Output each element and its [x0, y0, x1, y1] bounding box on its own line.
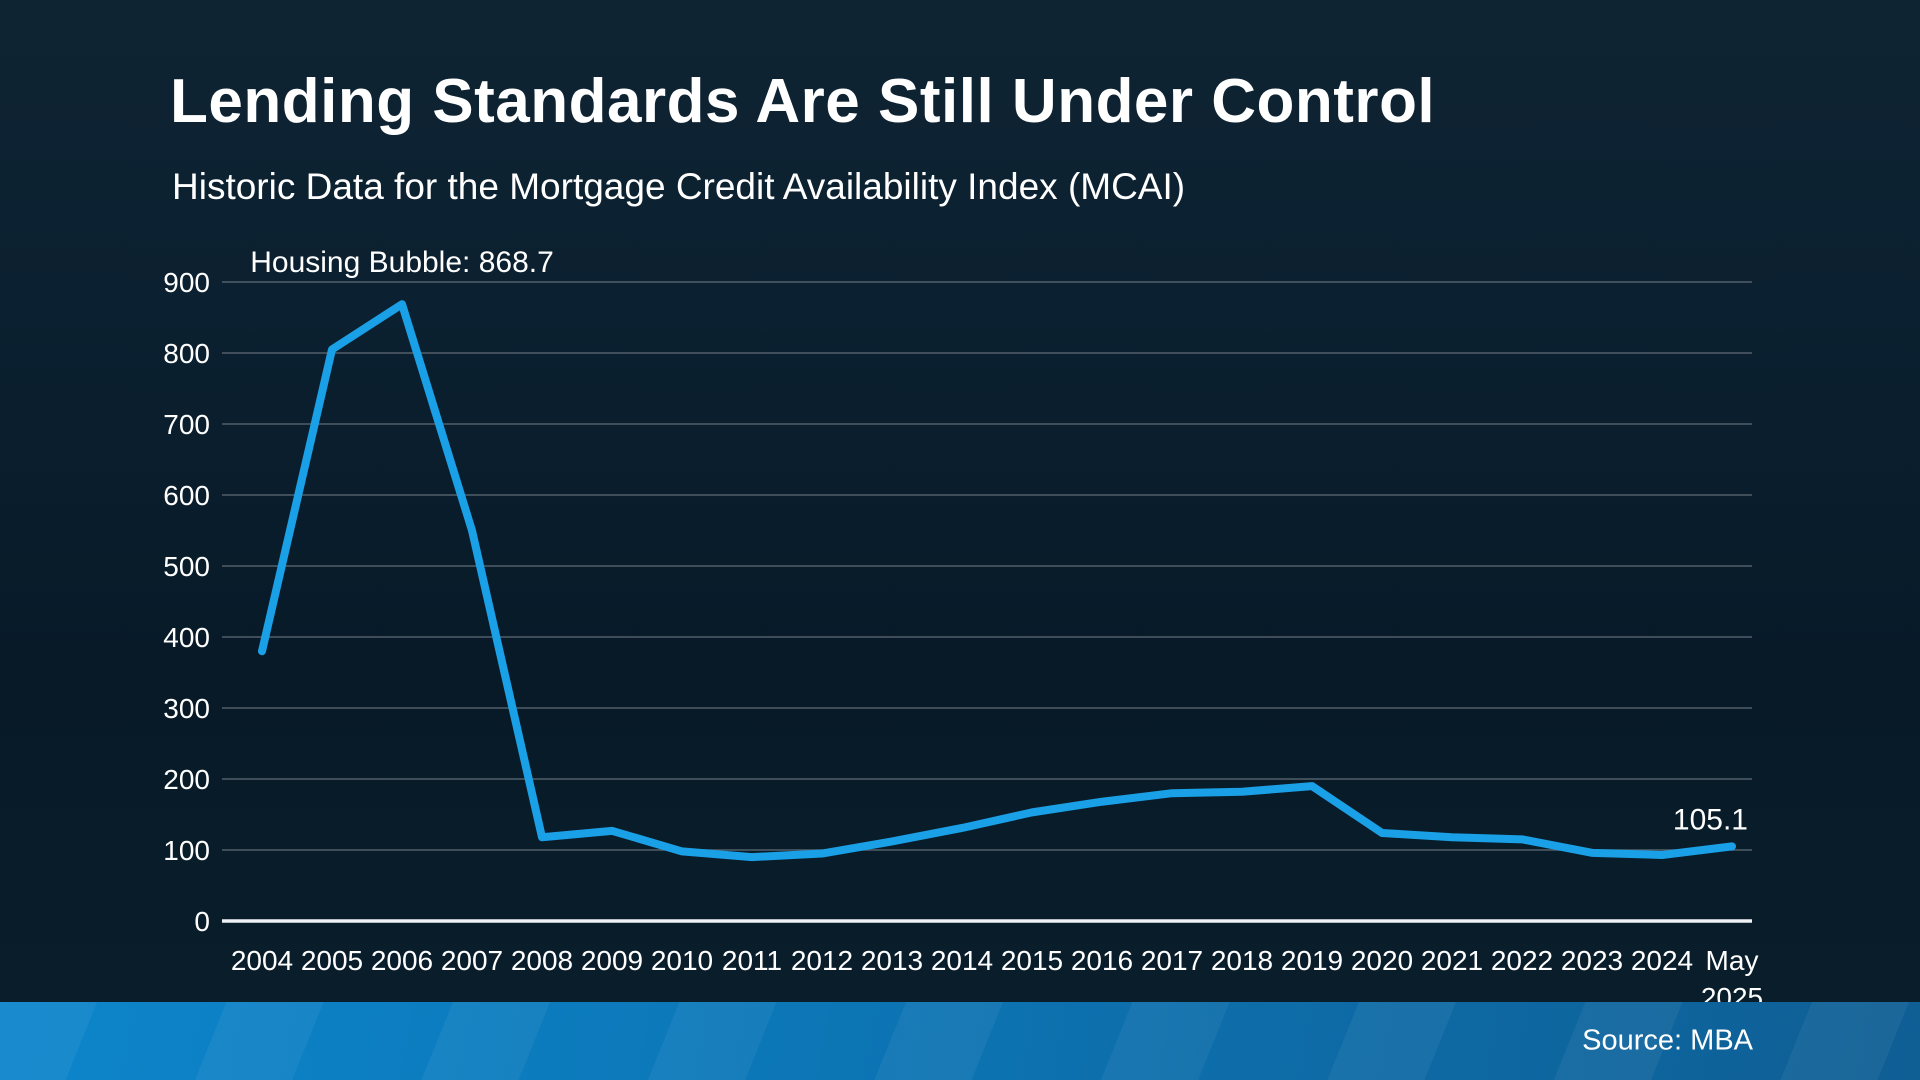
y-tick-label: 400	[163, 622, 210, 653]
y-tick-label: 600	[163, 480, 210, 511]
chart-title: Lending Standards Are Still Under Contro…	[170, 67, 1436, 136]
y-tick-label: 100	[163, 835, 210, 866]
y-tick-label: 800	[163, 338, 210, 369]
y-tick-label: 900	[163, 267, 210, 298]
x-tick-label: 2004	[231, 945, 293, 976]
x-tick-label: 2015	[1001, 945, 1063, 976]
x-tick-label: 2013	[861, 945, 923, 976]
x-tick-label: 2021	[1421, 945, 1483, 976]
peak-annotation: Housing Bubble: 868.7	[250, 246, 554, 279]
x-tick-label: 2014	[931, 945, 993, 976]
y-tick-label: 0	[194, 906, 210, 937]
x-tick-label: 2006	[371, 945, 433, 976]
x-tick-label: 2005	[301, 945, 363, 976]
x-tick-label: 2008	[511, 945, 573, 976]
x-tick-label: 2023	[1561, 945, 1623, 976]
x-tick-label: 2017	[1141, 945, 1203, 976]
chart-subtitle: Historic Data for the Mortgage Credit Av…	[172, 166, 1186, 207]
x-tick-label: 2019	[1281, 945, 1343, 976]
source-label: Source: MBA	[1582, 1024, 1753, 1057]
x-tick-label: 2011	[722, 945, 782, 976]
x-tick-label: 2009	[581, 945, 643, 976]
y-tick-label: 700	[163, 409, 210, 440]
y-tick-label: 300	[163, 693, 210, 724]
x-tick-label: 2012	[791, 945, 853, 976]
y-tick-label: 500	[163, 551, 210, 582]
x-tick-label: 2016	[1071, 945, 1133, 976]
x-tick-label: 2022	[1491, 945, 1553, 976]
footer-bar: Source: MBA	[0, 1002, 1920, 1080]
x-tick-label: 2018	[1211, 945, 1273, 976]
x-tick-label: 2024	[1631, 945, 1693, 976]
x-tick-label: 2007	[441, 945, 503, 976]
x-tick-label: 2020	[1351, 945, 1413, 976]
x-tick-label: 2010	[651, 945, 713, 976]
y-tick-label: 200	[163, 764, 210, 795]
mcai-line	[258, 300, 1736, 862]
latest-annotation: 105.1	[1673, 803, 1748, 836]
